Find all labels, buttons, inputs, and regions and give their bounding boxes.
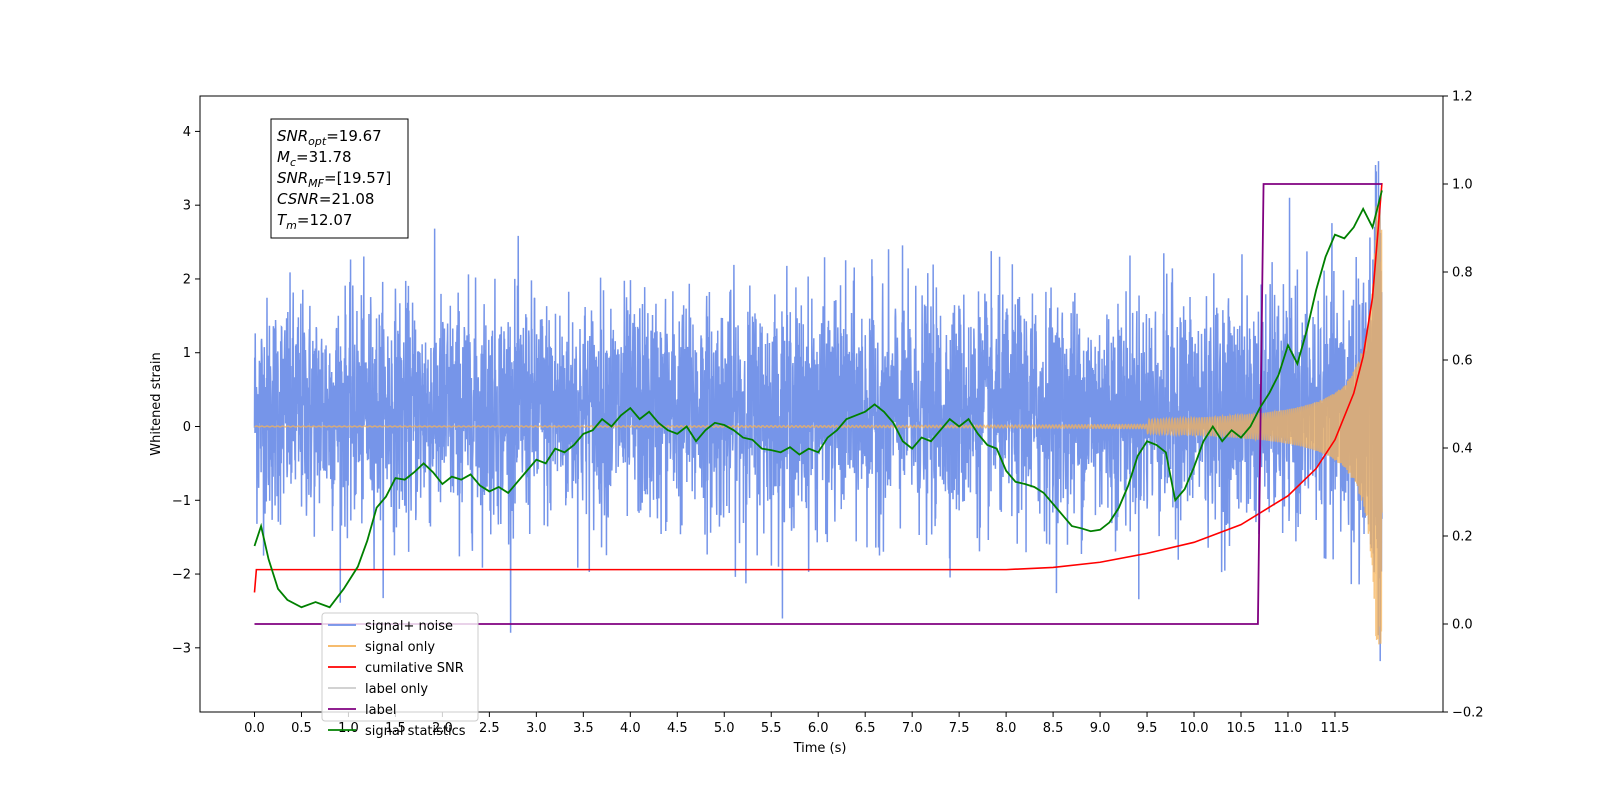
annotation-symbol: SNR: [277, 127, 308, 145]
series-signal-statistics-line: [253, 190, 1383, 609]
y-axis-right: −0.2 0.0 0.2 0.4 0.6 0.8 1.0 1.2: [1443, 90, 1484, 721]
x-tick-label: 6.5: [855, 721, 876, 736]
series-signal-noise-line: [253, 161, 1383, 662]
x-tick-label: 11.5: [1320, 721, 1349, 736]
x-tick-label: 10.0: [1180, 721, 1209, 736]
x-tick-label: 2.5: [479, 721, 500, 736]
annotation-value: =12.07: [297, 211, 353, 229]
legend-entry-label: label: [365, 703, 396, 718]
y-left-tick-label: 1: [183, 346, 191, 361]
annotation-subscript: m: [286, 219, 297, 232]
x-tick-label: 8.0: [996, 721, 1017, 736]
y-left-tick-label: 0: [183, 420, 191, 435]
annotation-value: =19.67: [326, 127, 382, 145]
x-tick-label: 10.5: [1227, 721, 1256, 736]
y-right-tick-label: 0.6: [1452, 354, 1473, 369]
annotation-line: SNRMF=[19.57]: [277, 169, 391, 190]
annotation-symbol: SNR: [277, 169, 308, 187]
annotation-line: Tm=12.07: [277, 211, 352, 232]
annotation-subscript: c: [290, 156, 296, 169]
y-left-tick-label: −3: [172, 641, 191, 656]
annotation-line: SNRopt=19.67: [277, 127, 382, 148]
y-right-tick-label: 0.8: [1452, 266, 1473, 281]
annotation-subscript: opt: [308, 135, 327, 148]
x-tick-label: 3.5: [573, 721, 594, 736]
legend-entry-label: label only: [365, 682, 428, 697]
annotation-value: =[19.57]: [324, 169, 391, 187]
x-tick-label: 11.0: [1274, 721, 1303, 736]
y-right-tick-label: 1.0: [1452, 178, 1473, 193]
x-tick-label: 6.0: [808, 721, 829, 736]
x-tick-label: 0.0: [244, 721, 265, 736]
x-axis-label: Time (s): [793, 741, 847, 756]
series-cumulative-snr-line: [253, 182, 1383, 593]
y-right-tick-label: −0.2: [1452, 706, 1484, 721]
x-tick-label: 4.5: [667, 721, 688, 736]
x-tick-label: 9.0: [1090, 721, 1111, 736]
y-axis-left-label: Whitened strain: [149, 352, 164, 455]
x-tick-label: 9.5: [1137, 721, 1158, 736]
annotation-symbol: CSNR: [277, 190, 319, 208]
stats-annotation-box: SNRopt=19.67Mc=31.78SNRMF=[19.57]CSNR=21…: [270, 118, 409, 239]
annotation-frame: [270, 118, 409, 239]
y-left-tick-label: −1: [172, 494, 191, 509]
x-tick-label: 5.5: [761, 721, 782, 736]
legend-entry-label: signal+ noise: [365, 619, 453, 634]
plot-frame: [199, 95, 1444, 713]
x-tick-label: 1.5: [385, 721, 406, 736]
annotation-symbol: M: [277, 148, 290, 166]
y-axis-left: −3 −2 −1 0 1 2 3 4: [172, 125, 200, 656]
x-tick-label: 5.0: [714, 721, 735, 736]
x-axis: 0.0 0.5 1.0 1.5 2.0 2.5 3.0 3.5 4.0 4.5 5.0 5.5 6.0 6…: [244, 712, 1349, 736]
plot-series-group: [253, 161, 1383, 662]
legend-entry-label: signal only: [365, 640, 435, 655]
y-right-tick-label: 0.0: [1452, 618, 1473, 633]
annotation-line: CSNR=21.08: [277, 190, 374, 208]
y-right-tick-label: 0.2: [1452, 530, 1473, 545]
y-right-tick-label: 0.4: [1452, 442, 1473, 457]
annotation-symbol: T: [277, 211, 288, 229]
x-tick-label: 3.0: [526, 721, 547, 736]
x-tick-label: 0.5: [291, 721, 312, 736]
y-left-tick-label: −2: [172, 568, 191, 583]
legend-frame: [321, 612, 479, 722]
y-left-tick-label: 4: [183, 125, 191, 140]
x-tick-label: 1.0: [338, 721, 359, 736]
y-left-tick-label: 3: [183, 199, 191, 214]
legend: signal+ noise signal only cumilative SNR la…: [321, 612, 479, 739]
y-left-tick-label: 2: [183, 272, 191, 287]
legend-entry-label: cumilative SNR: [365, 661, 464, 676]
series-signal-only-line: [254, 206, 1383, 645]
x-tick-label: 7.5: [949, 721, 970, 736]
annotation-value: =21.08: [319, 190, 375, 208]
x-tick-label: 2.0: [432, 721, 453, 736]
annotation-subscript: MF: [308, 177, 324, 190]
x-tick-label: 4.0: [620, 721, 641, 736]
annotation-value: =31.78: [296, 148, 352, 166]
legend-entry-label: signal statistics: [365, 724, 466, 739]
y-right-tick-label: 1.2: [1452, 90, 1473, 105]
x-tick-label: 8.5: [1043, 721, 1064, 736]
series-label-line: [254, 183, 1382, 625]
annotation-line: Mc=31.78: [277, 148, 352, 169]
x-tick-label: 7.0: [902, 721, 923, 736]
